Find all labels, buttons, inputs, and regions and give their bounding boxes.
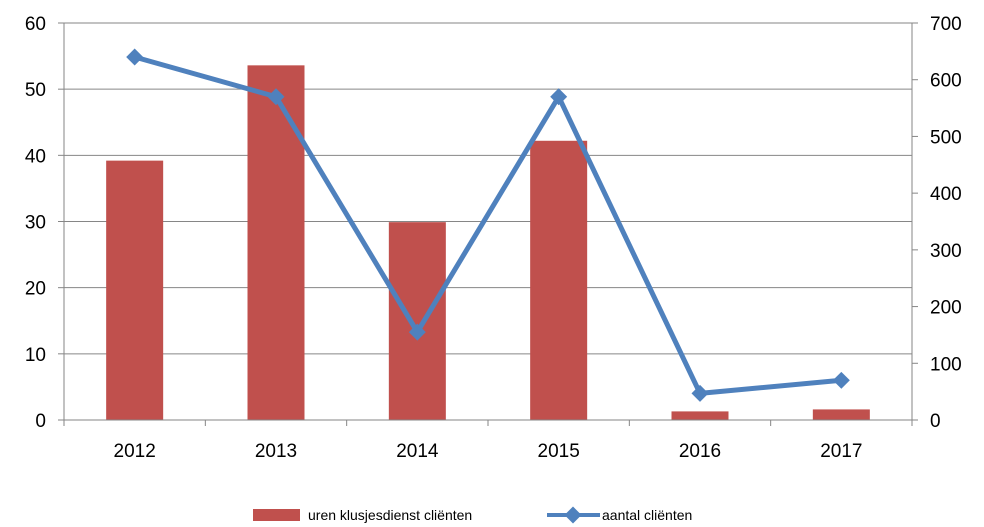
bar-series (106, 65, 870, 421)
x-tick-label: 2014 (396, 441, 439, 462)
data-point (126, 48, 144, 66)
y-right-tick-label: 0 (930, 411, 941, 432)
bar (671, 411, 729, 420)
bar (812, 409, 870, 420)
y-left-tick-label: 30 (25, 213, 46, 234)
x-tick-label: 2016 (679, 441, 721, 462)
gridlines (64, 22, 912, 355)
data-point (691, 384, 709, 402)
axes (58, 22, 918, 426)
y-right-tick-label: 700 (930, 14, 962, 35)
x-tick-label: 2017 (820, 441, 862, 462)
x-tick-label: 2015 (538, 441, 580, 462)
x-tick-label: 2012 (114, 441, 156, 462)
legend-line-label: aantal cliënten (602, 507, 692, 523)
y-left-tick-label: 20 (25, 279, 46, 300)
y-right-tick-label: 100 (930, 354, 962, 375)
bar (388, 222, 446, 420)
legend-bar-label: uren klusjesdienst cliënten (308, 507, 472, 523)
y-right-tick-label: 600 (930, 71, 962, 92)
data-point (550, 88, 568, 106)
bar (106, 160, 164, 421)
data-point (408, 323, 426, 341)
y-right-tick-label: 500 (930, 127, 962, 148)
y-left-tick-label: 10 (25, 345, 46, 366)
y-left-tick-label: 40 (25, 146, 46, 167)
legend-line-marker (564, 506, 582, 524)
y-left-tick-label: 60 (25, 14, 46, 35)
bar (247, 65, 305, 420)
legend-bar-swatch (253, 509, 300, 521)
series-line (133, 54, 842, 396)
data-point (267, 88, 285, 106)
y-right-tick-label: 400 (930, 184, 962, 205)
y-left-tick-label: 50 (25, 80, 46, 101)
y-left-tick-label: 0 (35, 411, 46, 432)
y-right-tick-label: 200 (930, 298, 962, 319)
x-tick-label: 2013 (255, 441, 297, 462)
line-series (126, 48, 850, 402)
bar (530, 140, 588, 420)
data-point (832, 371, 850, 389)
y-right-tick-label: 300 (930, 241, 962, 262)
legend: uren klusjesdienst cliënten aantal cliën… (253, 506, 692, 524)
